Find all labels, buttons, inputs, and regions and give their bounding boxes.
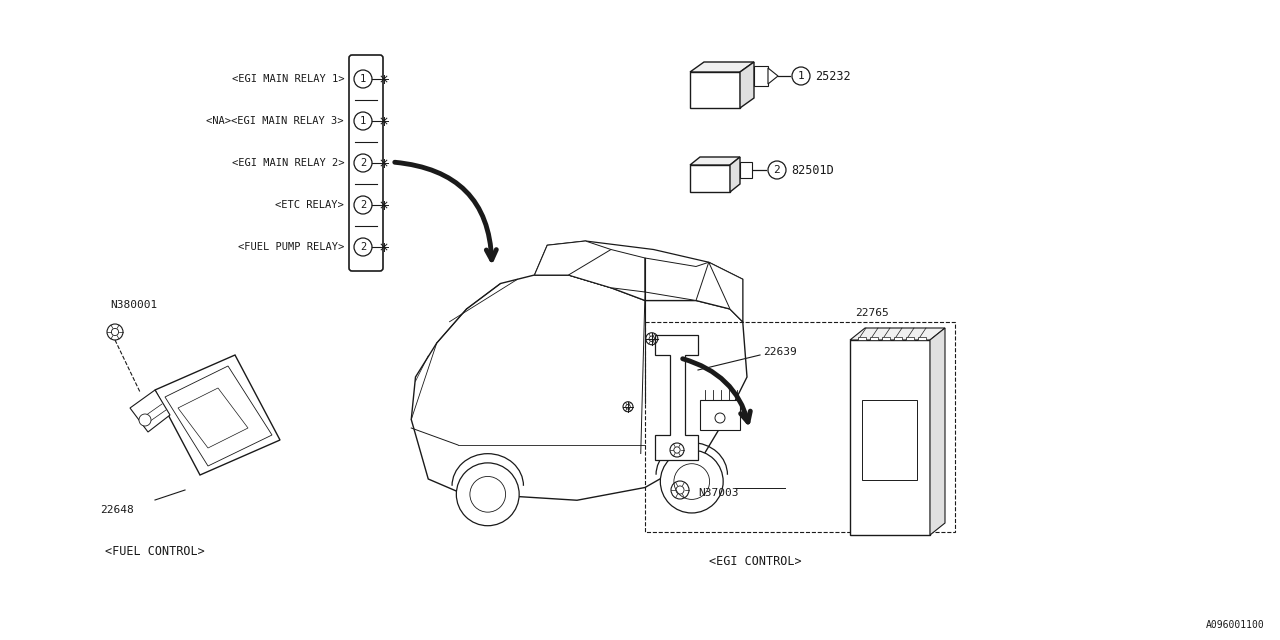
Bar — [850, 340, 931, 535]
Text: 22639: 22639 — [763, 347, 796, 357]
Text: <NA><EGI MAIN RELAY 3>: <NA><EGI MAIN RELAY 3> — [206, 116, 344, 126]
Bar — [918, 337, 925, 340]
Bar — [861, 400, 916, 480]
Circle shape — [673, 464, 709, 499]
Text: 82501D: 82501D — [791, 163, 833, 177]
FancyBboxPatch shape — [349, 55, 383, 271]
Bar — [858, 337, 867, 340]
Polygon shape — [178, 388, 248, 448]
Circle shape — [716, 413, 724, 423]
Bar — [754, 66, 768, 86]
Polygon shape — [768, 68, 778, 84]
Bar — [645, 322, 955, 532]
Polygon shape — [155, 355, 280, 475]
Text: <FUEL CONTROL>: <FUEL CONTROL> — [105, 545, 205, 558]
Polygon shape — [645, 258, 709, 301]
Text: 1: 1 — [360, 74, 366, 84]
Text: 2: 2 — [360, 158, 366, 168]
Text: 25232: 25232 — [815, 70, 851, 83]
Polygon shape — [165, 366, 273, 466]
Bar — [906, 337, 914, 340]
Text: <EGI MAIN RELAY 1>: <EGI MAIN RELAY 1> — [232, 74, 344, 84]
Polygon shape — [690, 62, 754, 72]
Text: <ETC RELAY>: <ETC RELAY> — [275, 200, 344, 210]
Bar — [690, 72, 740, 108]
Bar — [740, 162, 753, 178]
FancyArrowPatch shape — [394, 163, 497, 260]
Polygon shape — [411, 275, 748, 500]
Polygon shape — [535, 241, 742, 322]
Text: 2: 2 — [773, 165, 781, 175]
Text: <EGI CONTROL>: <EGI CONTROL> — [709, 555, 801, 568]
Text: 1: 1 — [797, 71, 804, 81]
Circle shape — [140, 414, 151, 426]
Polygon shape — [850, 328, 945, 340]
Circle shape — [660, 450, 723, 513]
Text: 1: 1 — [360, 116, 366, 126]
Polygon shape — [535, 241, 611, 288]
Polygon shape — [709, 262, 742, 322]
Polygon shape — [690, 157, 740, 165]
Text: 2: 2 — [360, 242, 366, 252]
FancyArrowPatch shape — [682, 359, 750, 422]
Polygon shape — [931, 328, 945, 535]
Bar — [893, 337, 902, 340]
Circle shape — [457, 463, 520, 525]
Text: N37003: N37003 — [698, 488, 739, 498]
Polygon shape — [700, 400, 740, 430]
Polygon shape — [740, 62, 754, 108]
Text: <EGI MAIN RELAY 2>: <EGI MAIN RELAY 2> — [232, 158, 344, 168]
Text: <FUEL PUMP RELAY>: <FUEL PUMP RELAY> — [238, 242, 344, 252]
Bar — [870, 337, 878, 340]
Polygon shape — [131, 390, 170, 432]
Text: N380001: N380001 — [110, 300, 157, 310]
Text: 2: 2 — [360, 200, 366, 210]
Polygon shape — [730, 157, 740, 192]
Text: A096001100: A096001100 — [1206, 620, 1265, 630]
Polygon shape — [568, 250, 645, 292]
Polygon shape — [655, 335, 698, 460]
Text: 22648: 22648 — [100, 505, 133, 515]
Bar — [690, 165, 730, 192]
Text: 22765: 22765 — [855, 308, 888, 318]
Bar — [882, 337, 890, 340]
Circle shape — [470, 476, 506, 512]
